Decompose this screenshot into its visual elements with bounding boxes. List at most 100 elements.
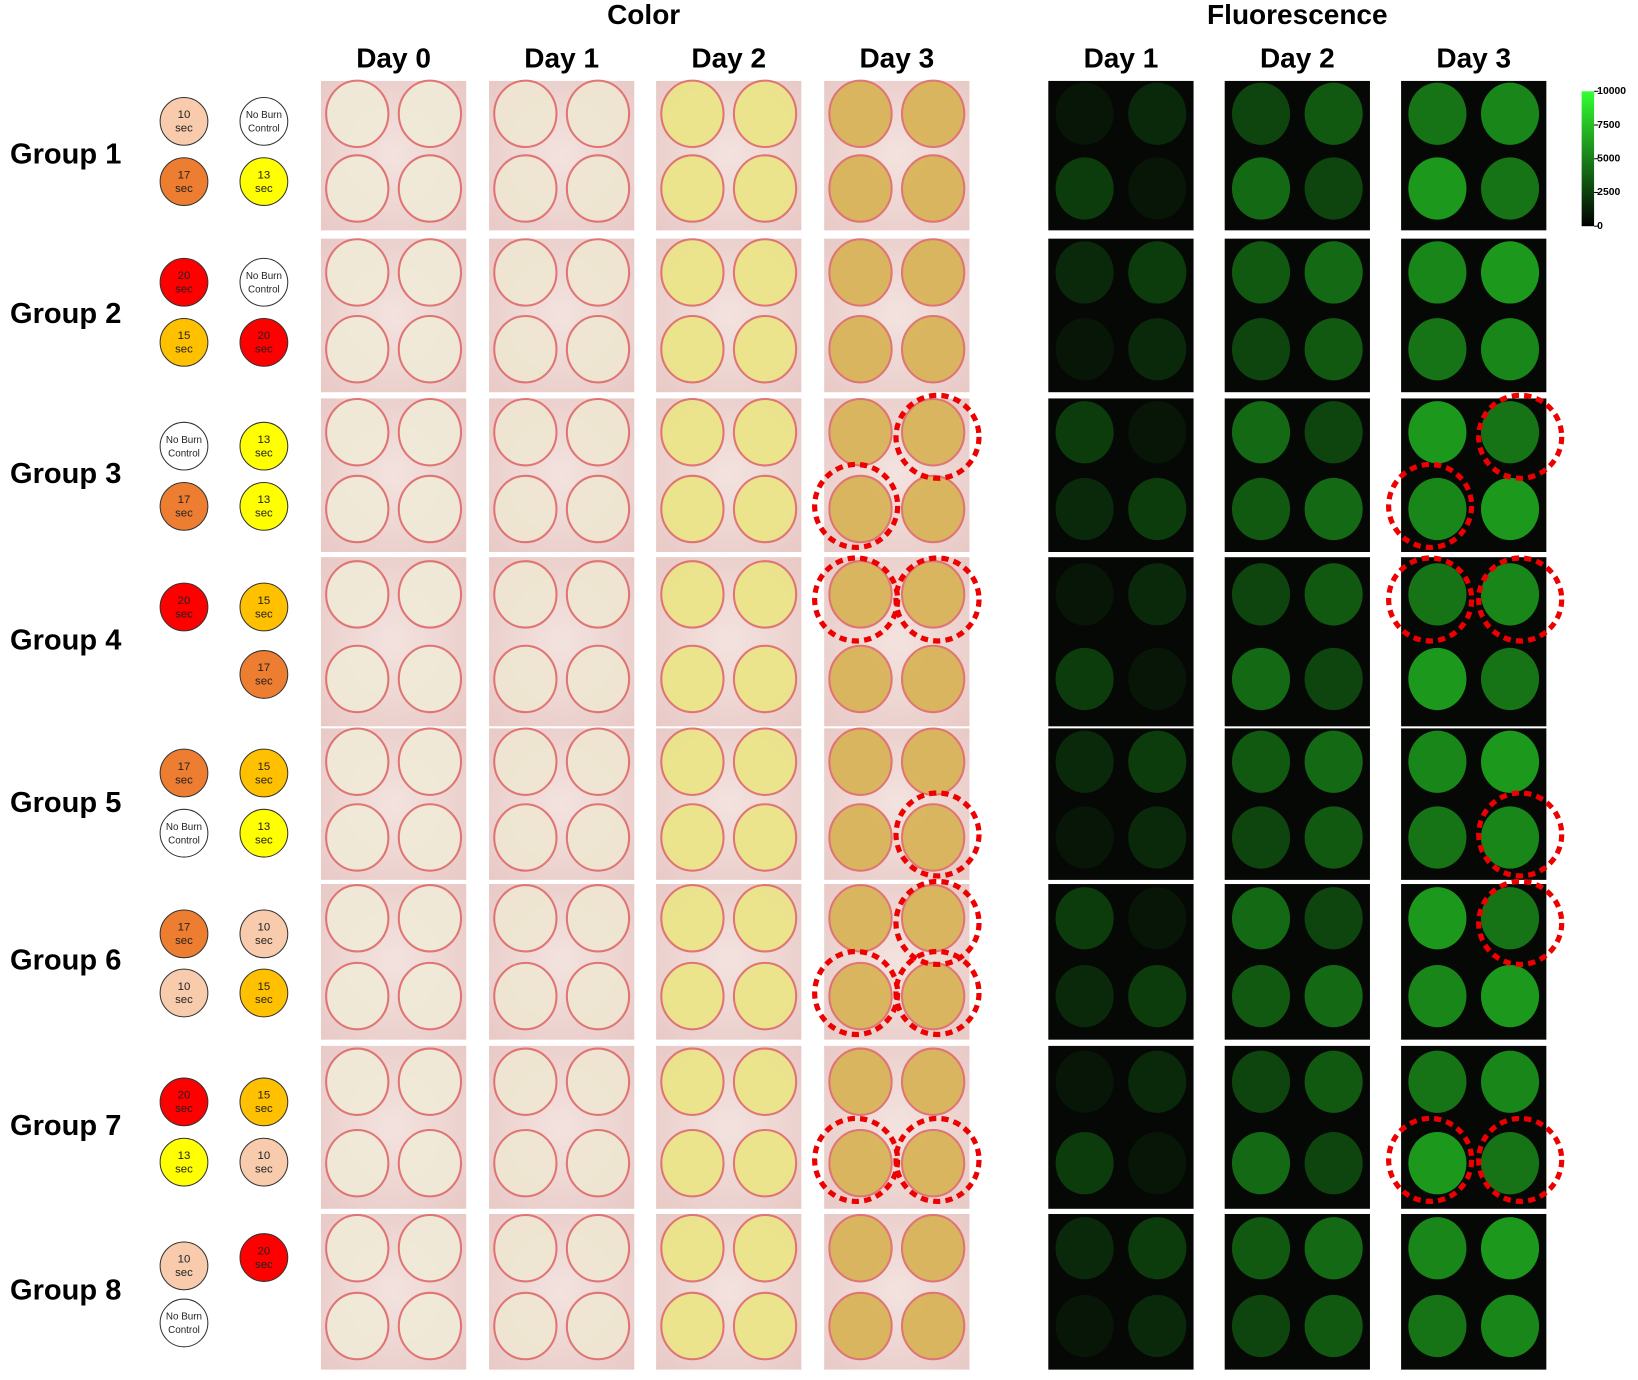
wound — [732, 238, 798, 307]
burn-label-line: sec — [255, 834, 273, 846]
burn-label-line: 10 — [178, 981, 191, 993]
group-label: Group 3 — [10, 458, 121, 490]
wound — [900, 644, 966, 714]
burn-label-line: 15 — [258, 761, 271, 773]
fluorescence-spot — [1231, 477, 1291, 541]
fluorescence-spot — [1304, 1294, 1363, 1358]
highlight-ring — [1476, 1115, 1565, 1205]
day-label: Day 1 — [524, 43, 599, 74]
panels: Day 0 Day 1 Day 2 Day 3 Day 1 Day 2 Day 3 Group… — [10, 43, 1626, 1370]
wound — [325, 961, 390, 1031]
fluorescence-spot — [1408, 647, 1467, 711]
burn-label-line: Control — [168, 1325, 200, 1336]
fluorescence-spot — [1055, 563, 1114, 626]
fluorescence-spot — [1304, 157, 1363, 220]
fluorescence-spot — [1480, 318, 1540, 381]
burn-label-line: No Burn — [246, 110, 282, 121]
wound — [565, 884, 631, 953]
burn-label: No Burn Control — [166, 1311, 202, 1335]
fluorescence-spot — [1128, 1050, 1187, 1113]
fluorescence-spot — [1231, 401, 1291, 464]
burn-marker — [239, 968, 289, 1018]
wound — [900, 884, 966, 953]
fluorescence-photo — [1048, 728, 1194, 880]
wound — [565, 1128, 631, 1198]
highlight-ring — [893, 948, 982, 1038]
wound — [397, 803, 463, 872]
burn-label: 20 sec — [255, 330, 273, 355]
burn-label-line: sec — [175, 1103, 193, 1115]
wound — [660, 644, 725, 714]
fluorescence-spot — [1055, 730, 1114, 793]
wound — [565, 1291, 631, 1361]
fluorescence-spot — [1408, 241, 1467, 304]
wound — [565, 1213, 631, 1283]
fluorescence-spot — [1304, 647, 1363, 711]
burn-label-line: sec — [175, 774, 193, 786]
fluorescence-spot — [1480, 806, 1540, 869]
wound — [828, 884, 893, 953]
highlight-ring — [1476, 392, 1565, 481]
wound — [493, 314, 558, 384]
group-label: Group 8 — [10, 1274, 121, 1306]
burn-label-line: 15 — [258, 1090, 271, 1102]
wound — [732, 397, 798, 467]
burn-label-line: sec — [255, 1103, 273, 1115]
burn-label-line: sec — [255, 608, 273, 620]
wound — [493, 474, 558, 544]
burn-label: 20 sec — [175, 270, 193, 295]
fluorescence-spot — [1055, 1050, 1114, 1113]
fluorescence-spot — [1128, 563, 1187, 626]
fluorescence-spot — [1408, 1132, 1467, 1195]
fluorescence-spot — [1408, 477, 1467, 541]
burn-label-line: sec — [255, 1163, 273, 1175]
burn-label-line: sec — [255, 508, 273, 520]
burn-marker — [159, 1241, 209, 1291]
burn-label-line: 20 — [178, 1090, 191, 1102]
wound — [732, 79, 798, 149]
wound — [325, 727, 390, 796]
day-label: Day 2 — [691, 43, 766, 74]
fluorescence-spot — [1231, 1294, 1291, 1358]
fluorescence-spot — [1480, 1132, 1540, 1195]
fluorescence-spot — [1304, 241, 1363, 304]
group-label: Group 5 — [10, 787, 121, 819]
wound — [828, 314, 893, 384]
burn-label-line: 13 — [178, 1150, 191, 1162]
wound — [900, 1213, 966, 1283]
wound — [900, 79, 966, 149]
group-label: Group 4 — [10, 624, 121, 656]
burn-label: 13 sec — [255, 494, 273, 519]
wound — [828, 397, 893, 467]
burn-marker — [159, 1298, 209, 1348]
wound — [660, 1128, 725, 1198]
fluorescence-spot — [1304, 887, 1363, 950]
burn-marker — [239, 1077, 289, 1127]
wound — [900, 1291, 966, 1361]
burn-label: 17 sec — [255, 662, 273, 687]
wound — [493, 238, 558, 307]
fluorescence-spot — [1128, 730, 1187, 793]
burn-label: No Burn Control — [246, 110, 282, 134]
burn-label-line: 17 — [178, 761, 191, 773]
fluorescence-spot — [1128, 477, 1187, 541]
fluorescence-spot — [1055, 477, 1114, 541]
wound — [325, 474, 390, 544]
fluorescence-spot — [1231, 1050, 1291, 1113]
fluorescence-photo — [1048, 398, 1194, 552]
wound — [732, 1291, 798, 1361]
wound — [900, 154, 966, 223]
burn-label: 10 sec — [255, 1150, 273, 1175]
wound — [660, 238, 725, 307]
fluorescence-spot — [1408, 1217, 1467, 1280]
fluorescence-spot — [1480, 157, 1540, 220]
wound — [660, 1291, 725, 1361]
wound — [565, 644, 631, 714]
fluorescence-spot — [1231, 806, 1291, 869]
wound — [325, 397, 390, 467]
fluorescence-spot — [1304, 82, 1363, 145]
fluorescence-spot — [1304, 401, 1363, 464]
highlight-ring — [893, 878, 982, 968]
burn-label: 10 sec — [175, 1254, 193, 1279]
